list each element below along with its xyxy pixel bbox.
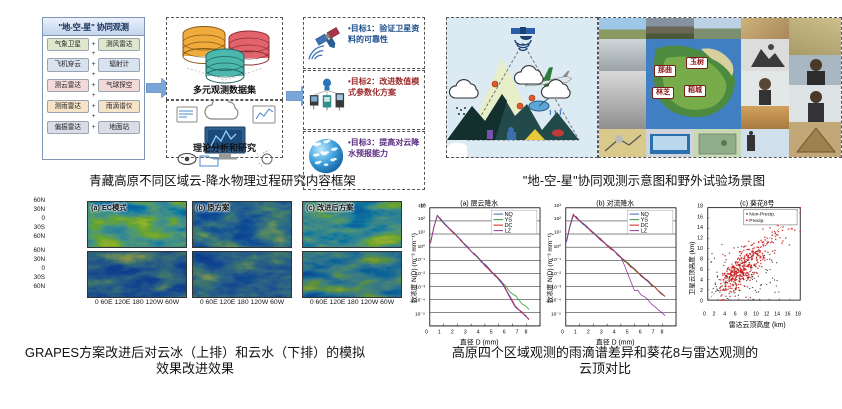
- svg-text:Non-Precip.: Non-Precip.: [749, 212, 775, 218]
- svg-text:LZ: LZ: [641, 229, 648, 235]
- svg-text:Precip.: Precip.: [749, 218, 764, 224]
- svg-text:LZ: LZ: [505, 229, 512, 235]
